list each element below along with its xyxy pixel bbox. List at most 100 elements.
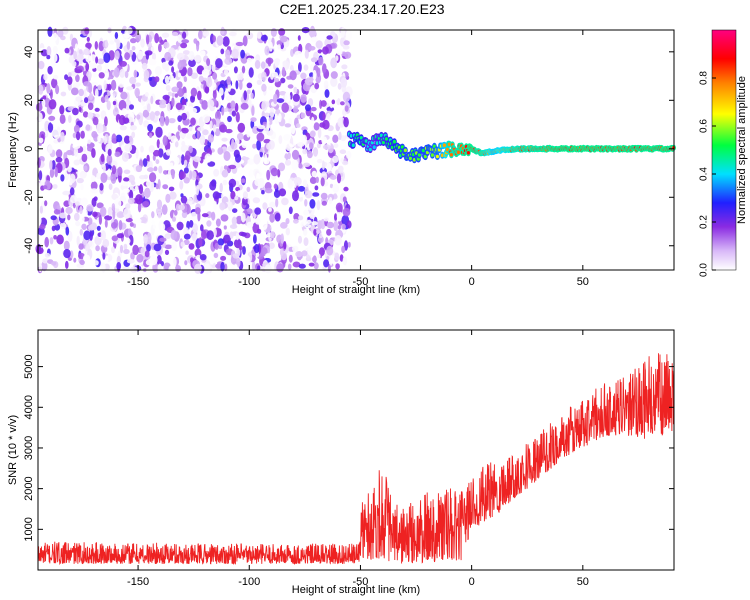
spectrogram-noise-cell <box>125 203 131 210</box>
spectrogram-noise-cell <box>62 26 69 35</box>
spectrogram-noise-cell <box>167 132 172 140</box>
spectrogram-noise-cell <box>41 98 46 108</box>
spectrogram-noise-cell <box>320 192 328 200</box>
spectrogram-noise-cell <box>174 141 179 148</box>
spectrogram-noise-cell <box>223 225 227 230</box>
spectrogram-noise-cell <box>292 93 300 102</box>
spectrogram-noise-cell <box>39 224 46 230</box>
spectrogram-noise-cell <box>105 196 110 202</box>
spectrogram-noise-cell <box>264 187 273 194</box>
spectrogram-noise-cell <box>124 70 129 79</box>
spectrogram-noise-cell <box>235 232 240 241</box>
spectrogram-noise-cell <box>300 258 306 264</box>
spectrogram-noise-cell <box>215 110 221 121</box>
spectrogram-noise-cell <box>247 158 255 165</box>
spectrogram-noise-cell <box>47 65 53 75</box>
spectrogram-x-tick-label: -150 <box>127 276 149 288</box>
spectrogram-noise-cell <box>336 98 341 106</box>
spectrogram-noise-cell <box>38 35 46 41</box>
spectrogram-noise-cell <box>168 186 175 192</box>
spectrogram-noise-cell <box>177 115 183 122</box>
spectrogram-noise-cell <box>223 234 231 244</box>
spectrogram-noise-cell <box>220 214 229 222</box>
spectrogram-noise-cell <box>175 265 181 272</box>
spectrogram-noise-cell <box>314 82 320 90</box>
spectrogram-noise-cell <box>218 87 224 96</box>
spectrogram-noise-cell <box>59 105 65 115</box>
spectrogram-noise-cell <box>127 112 135 123</box>
spectrogram-noise-cell <box>339 254 344 262</box>
spectrogram-noise-cell <box>318 233 323 239</box>
spectrogram-noise-cell <box>103 69 110 80</box>
spectrogram-noise-cell <box>191 107 198 114</box>
spectrogram-noise-cell <box>111 246 115 254</box>
spectrogram-noise-cell <box>55 156 63 163</box>
spectrogram-noise-cell <box>293 86 298 94</box>
spectrogram-y-tick-label: -20 <box>23 189 35 205</box>
spectrogram-noise-cell <box>194 207 201 215</box>
spectrogram-noise-cell <box>220 26 225 35</box>
spectrogram-noise-cell <box>85 54 91 63</box>
spectrogram-noise-cell <box>190 95 195 103</box>
spectrogram-noise-cell <box>40 49 49 57</box>
spectrogram-noise-cell <box>276 98 285 103</box>
spectrogram-noise-cell <box>207 134 214 143</box>
spectrogram-noise-cell <box>118 114 126 126</box>
spectrogram-noise-cell <box>269 107 275 118</box>
colorbar-tick-label: 0.2 <box>699 215 710 229</box>
spectrogram-noise-cell <box>220 261 225 272</box>
spectrogram-noise-cell <box>49 237 54 245</box>
spectrogram-noise-cell <box>102 238 110 248</box>
snr-y-tick-label: 3000 <box>23 436 35 460</box>
spectrogram-noise-cell <box>171 66 175 73</box>
spectrogram-noise-cell <box>128 135 133 143</box>
spectrogram-noise-cell <box>334 213 338 222</box>
spectrogram-noise-cell <box>98 214 102 225</box>
spectrogram-noise-cell <box>307 150 313 159</box>
spectrogram-noise-cell <box>284 159 292 166</box>
spectrogram-noise-cell <box>231 110 237 117</box>
spectrogram-noise-cell <box>35 102 43 112</box>
spectrogram-noise-cell <box>287 179 294 189</box>
spectrogram-noise-cell <box>51 160 56 170</box>
spectrogram-noise-cell <box>240 102 249 110</box>
spectrogram-noise-cell <box>304 49 309 59</box>
spectrogram-noise-cell <box>274 212 281 222</box>
spectrogram-noise-cell <box>268 207 272 212</box>
spectrogram-noise-cell <box>171 86 179 93</box>
spectrogram-noise-cell <box>278 162 286 172</box>
spectrogram-noise-cell <box>83 48 91 56</box>
spectrogram-noise-cell <box>51 225 56 232</box>
spectrogram-noise-cell <box>239 80 243 90</box>
spectrogram-noise-cell <box>293 218 299 224</box>
spectrogram-noise-cell <box>341 223 346 230</box>
spectrogram-noise-cell <box>121 181 129 187</box>
spectrogram-noise-cell <box>224 263 228 272</box>
spectrogram-noise-cell <box>266 169 271 181</box>
spectrogram-noise-cell <box>246 130 251 138</box>
spectrogram-noise-cell <box>261 190 265 195</box>
spectrogram-noise-cell <box>288 206 293 215</box>
spectrogram-noise-cell <box>60 174 65 182</box>
spectrogram-panel: -150 -100 -50 0 50 -40 -20 0 20 40 Height of str… <box>7 24 676 296</box>
spectrogram-noise-cell <box>292 245 299 252</box>
spectrogram-noise-cell <box>293 106 299 114</box>
spectrogram-noise-cell <box>326 245 334 256</box>
spectrogram-noise-cell <box>341 245 346 254</box>
spectrogram-noise-cell <box>270 72 274 80</box>
spectrogram-noise-cell <box>330 77 338 87</box>
spectrogram-noise-cell <box>51 78 58 89</box>
spectrogram-noise-cell <box>106 154 113 165</box>
spectrogram-noise-cell <box>76 235 80 246</box>
spectrogram-noise-cell <box>90 188 99 194</box>
spectrogram-noise-cell <box>70 195 78 204</box>
spectrogram-noise-cell <box>102 252 106 260</box>
spectrogram-noise-cell <box>181 211 188 219</box>
spectrogram-noise-cell <box>188 243 195 250</box>
spectrogram-noise-cell <box>109 40 115 45</box>
colorbar-gradient <box>711 29 737 271</box>
spectrogram-noise-cell <box>189 220 194 228</box>
spectrogram-noise-cell <box>197 90 202 101</box>
spectrogram-noise-cell <box>248 169 254 178</box>
spectrogram-noise-cell <box>246 57 252 63</box>
